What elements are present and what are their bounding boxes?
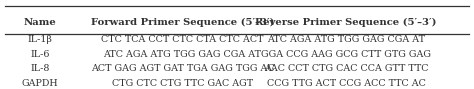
Text: IL-1β: IL-1β <box>28 35 53 44</box>
Text: ACT GAG AGT GAT TGA GAG TGG AC: ACT GAG AGT GAT TGA GAG TGG AC <box>91 64 274 74</box>
Text: IL-8: IL-8 <box>31 64 50 74</box>
Text: GAPDH: GAPDH <box>22 79 59 88</box>
Text: Reverse Primer Sequence (5′–3′): Reverse Primer Sequence (5′–3′) <box>255 18 437 27</box>
Text: Forward Primer Sequence (5′–3′): Forward Primer Sequence (5′–3′) <box>91 18 274 27</box>
Text: ATC AGA ATG TGG GAG CGA AT: ATC AGA ATG TGG GAG CGA AT <box>103 50 262 59</box>
Text: CTC TCA CCT CTC CTA CTC ACT: CTC TCA CCT CTC CTA CTC ACT <box>101 35 264 44</box>
Text: IL-6: IL-6 <box>30 50 50 59</box>
Text: Name: Name <box>24 18 57 27</box>
Text: ATC AGA ATG TGG GAG CGA AT: ATC AGA ATG TGG GAG CGA AT <box>267 35 425 44</box>
Text: AAC CCT CTG CAC CCA GTT TTC: AAC CCT CTG CAC CCA GTT TTC <box>264 64 428 74</box>
Text: CCG TTG ACT CCG ACC TTC AC: CCG TTG ACT CCG ACC TTC AC <box>266 79 426 88</box>
Text: GGA CCG AAG GCG CTT GTG GAG: GGA CCG AAG GCG CTT GTG GAG <box>261 50 431 59</box>
Text: CTG CTC CTG TTC GAC AGT: CTG CTC CTG TTC GAC AGT <box>112 79 253 88</box>
